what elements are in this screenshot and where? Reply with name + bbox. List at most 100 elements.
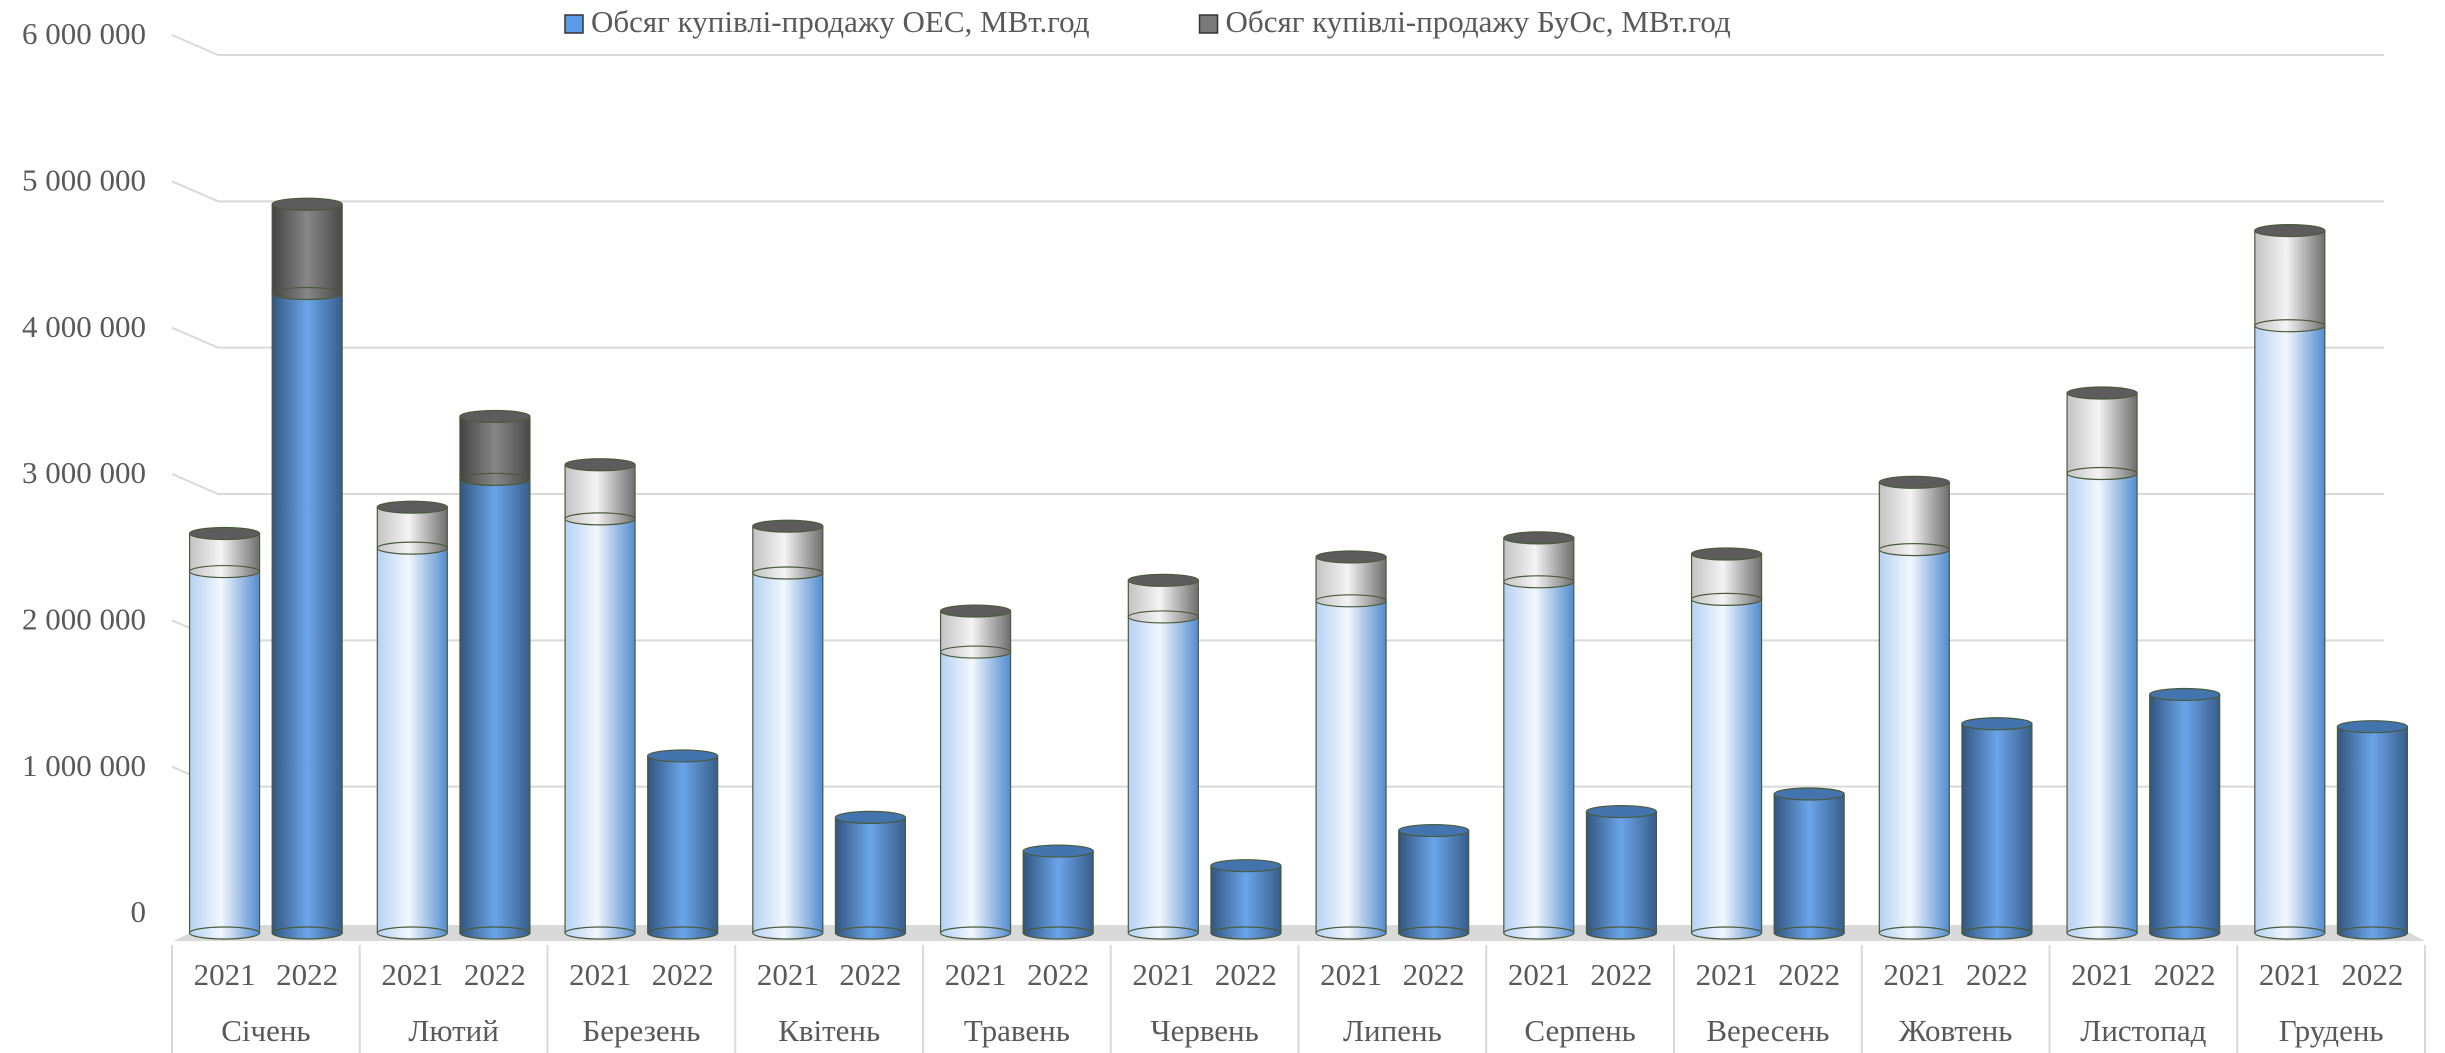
bar-bottom	[1398, 926, 1470, 940]
bar-segment	[188, 570, 261, 934]
bar-bottom	[376, 926, 448, 940]
bar-segment	[647, 755, 719, 934]
x-tick-label: 2021	[2071, 957, 2133, 992]
x-tick-label: 2021	[381, 957, 443, 992]
bar-segment	[564, 518, 636, 934]
bar-segment	[1210, 865, 1282, 934]
group-label: Червень	[1150, 1013, 1258, 1048]
bar-segment	[376, 506, 448, 549]
bar-cap	[1315, 550, 1387, 564]
bar-segment	[1503, 537, 1575, 583]
bar-bottom	[1127, 610, 1199, 624]
bar-bottom	[376, 541, 448, 555]
bar-bottom	[1315, 594, 1387, 608]
bar-bottom	[1127, 926, 1199, 940]
bar-bottom	[2149, 926, 2221, 940]
bar-cap	[459, 409, 531, 424]
bar-cap	[271, 197, 343, 211]
group-label: Грудень	[2279, 1013, 2384, 1048]
bar-bottom	[1773, 926, 1845, 940]
legend-label: Обсяг купівлі-продажу ОЕС, МВт.год	[591, 4, 1090, 39]
bar-segment	[2254, 325, 2326, 934]
bar-bottom	[2254, 926, 2326, 940]
group-label: Березень	[582, 1013, 700, 1048]
bar-bottom	[752, 566, 824, 580]
bar-bottom	[564, 512, 636, 526]
bar-bottom	[1503, 926, 1575, 940]
bar-bottom	[834, 926, 907, 940]
group-label: Липень	[1343, 1013, 1442, 1048]
bar-bottom	[1503, 575, 1575, 589]
grid-slant	[171, 326, 219, 349]
x-tick-label: 2022	[2341, 957, 2403, 992]
bar-segment	[459, 478, 531, 934]
bar-bottom	[1690, 592, 1763, 606]
bar-cap	[834, 810, 907, 824]
x-tick-label: 2022	[1778, 957, 1840, 992]
bar-cap	[2254, 224, 2326, 238]
bar-bottom	[188, 926, 261, 940]
bar-segment	[1690, 553, 1763, 600]
bar-bottom	[2066, 926, 2138, 940]
bar-bottom	[1022, 926, 1094, 940]
bar-segment	[1773, 793, 1845, 934]
y-tick-label: 1 000 000	[22, 748, 146, 783]
bar-segment	[459, 415, 531, 480]
x-tick-label: 2021	[945, 957, 1007, 992]
x-tick-label: 2021	[569, 957, 631, 992]
bar-cap	[564, 458, 636, 472]
bar-segment	[1398, 829, 1470, 934]
bar-cap	[1690, 547, 1763, 561]
bar-cap	[188, 526, 261, 541]
y-tick-label: 0	[131, 894, 147, 929]
bar-cap	[1773, 787, 1845, 801]
group-label: Квітень	[778, 1013, 880, 1048]
x-tick-label: 2021	[1320, 957, 1382, 992]
group-label: Лютий	[408, 1013, 499, 1048]
y-tick-label: 3 000 000	[22, 455, 146, 490]
bar-bottom	[1315, 926, 1387, 940]
bar-cap	[1022, 844, 1094, 858]
bar-bottom	[647, 926, 719, 940]
x-tick-label: 2022	[1027, 957, 1089, 992]
bar-segment	[2149, 693, 2221, 934]
legend-label: Обсяг купівлі-продажу БуОс, МВт.год	[1226, 4, 1731, 39]
grid-slant	[171, 34, 219, 56]
x-tick-label: 2022	[1590, 957, 1652, 992]
bar-bottom	[271, 926, 343, 940]
bar-segment	[1961, 723, 2033, 934]
y-tick-label: 6 000 000	[22, 16, 146, 51]
x-tick-label: 2022	[839, 957, 901, 992]
bar-bottom	[2336, 926, 2409, 940]
bar-cap	[647, 749, 719, 763]
bar-segment	[939, 610, 1012, 653]
bar-cap	[1961, 717, 2033, 731]
bar-segment	[1127, 616, 1199, 934]
bar-bottom	[271, 286, 343, 301]
bar-segment	[271, 292, 343, 934]
y-tick-label: 2 000 000	[22, 601, 146, 636]
bar-segment	[2254, 230, 2326, 327]
bar-segment	[1503, 581, 1575, 934]
legend-swatch	[1198, 14, 1219, 34]
bar-segment	[1690, 598, 1763, 934]
x-tick-label: 2021	[2259, 957, 2321, 992]
bar-segment	[1878, 481, 1950, 551]
bar-segment	[2336, 726, 2409, 934]
group-label: Жовтень	[1899, 1013, 2013, 1048]
x-tick-label: 2021	[1696, 957, 1758, 992]
bar-segment	[1315, 600, 1387, 934]
bar-segment	[1878, 549, 1950, 934]
bar-bottom	[1878, 926, 1950, 940]
bar-segment	[2066, 472, 2138, 934]
bar-segment	[1022, 850, 1094, 934]
x-tick-label: 2022	[652, 957, 714, 992]
legend-swatch	[564, 14, 584, 34]
bar-segment	[834, 816, 907, 934]
bar-bottom	[1210, 926, 1282, 940]
bar-bottom	[1690, 926, 1763, 940]
bar-cap	[2066, 386, 2138, 400]
bar-segment	[376, 547, 448, 934]
bar-segment	[1315, 556, 1387, 602]
bar-bottom	[1961, 926, 2033, 940]
